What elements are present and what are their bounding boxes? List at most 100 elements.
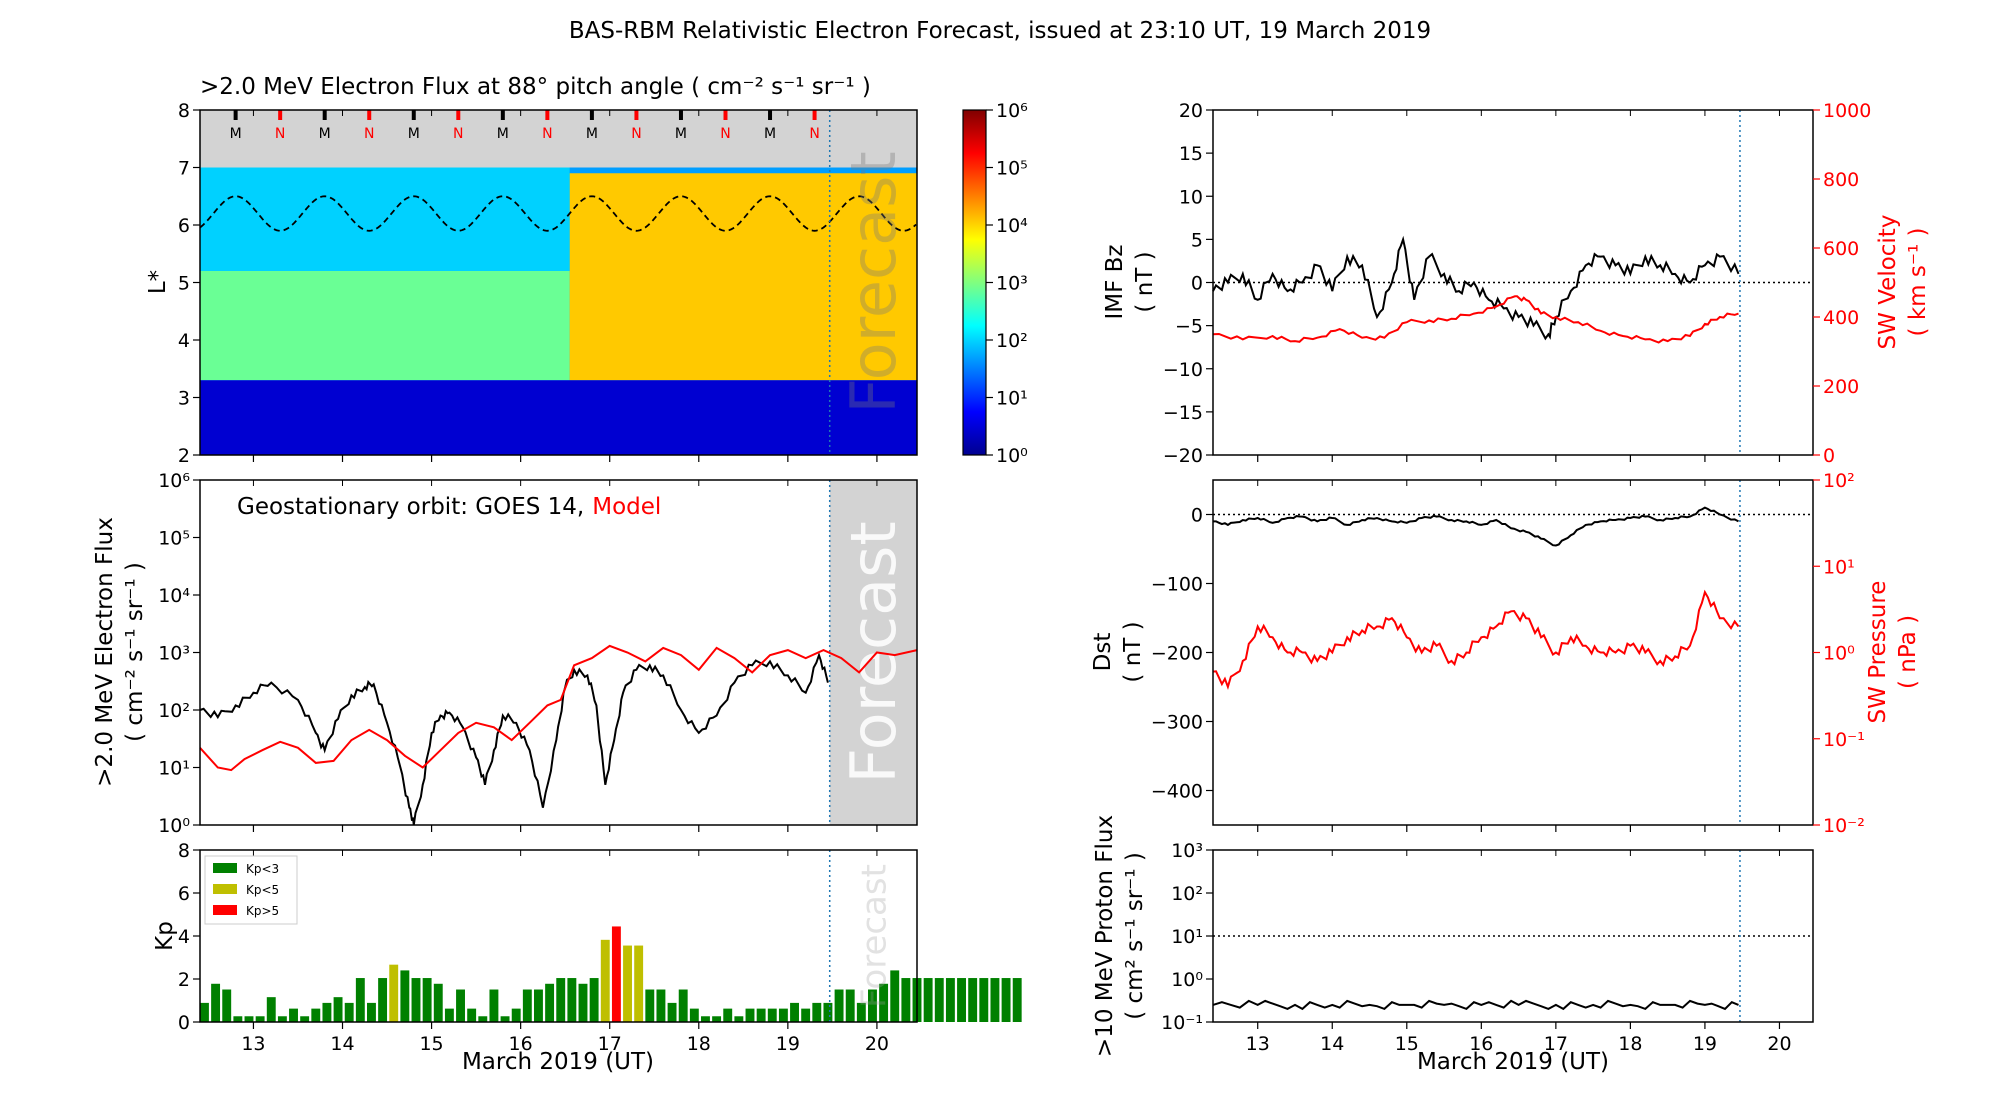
mlt-marker-label: M — [675, 126, 687, 142]
y-tick-label: 10⁶ — [158, 470, 190, 492]
kp-bar — [300, 1016, 310, 1022]
kp-legend-swatch-low — [213, 863, 237, 873]
forecast-label: Forecast — [837, 521, 910, 783]
colorbar-tick-label: 10² — [996, 330, 1028, 352]
kp-bar — [879, 983, 889, 1022]
flux-region-high-L — [200, 167, 570, 271]
y-tick-label: −200 — [1151, 643, 1203, 665]
dst-y-ticks: −400 −300 −200 −100 0 10⁻² 10⁻¹ 10⁰ 10¹ 10² — [1151, 470, 1865, 837]
forecast-label: Forecast — [854, 864, 894, 1008]
kp-bar — [701, 1016, 710, 1022]
y-tick-label: 10² — [158, 700, 190, 722]
geo-frame — [199, 479, 918, 826]
kp-bar — [567, 978, 577, 1022]
dst-series-dst — [1213, 506, 1739, 547]
x-tick-label: 20 — [865, 1033, 889, 1055]
flux-region — [200, 271, 570, 381]
y-tick-label: 0 — [1191, 273, 1203, 295]
colorbar: 10⁰ 10¹ 10² 10³ 10⁴ 10⁵ 10⁶ — [962, 100, 1028, 467]
y-tick-label: 5 — [178, 273, 190, 295]
y-tick-label: −400 — [1151, 781, 1203, 803]
kp-bar — [255, 1016, 265, 1022]
kp-bar — [856, 1002, 866, 1022]
proton-y-label-unit: ( cm² s⁻¹ sr⁻¹ ) — [1122, 852, 1148, 1020]
colorbar-tick-label: 10⁵ — [996, 158, 1028, 180]
imf-y-label-unit: ( nT ) — [1132, 251, 1158, 312]
mlt-marker-label: M — [319, 126, 331, 142]
kp-bar — [790, 1002, 799, 1022]
kp-bar — [578, 983, 588, 1022]
mlt-marker-label: N — [453, 126, 463, 142]
y-tick-label: 8 — [178, 840, 190, 862]
forecast-label: Forecast — [837, 151, 910, 413]
y2-tick-label: 10⁰ — [1823, 643, 1855, 665]
y-tick-label: 10 — [1179, 186, 1203, 208]
y-tick-label: 10⁰ — [158, 815, 190, 837]
geo-annotation: Geostationary orbit: GOES 14, Model — [237, 494, 661, 520]
kp-bar — [934, 978, 944, 1022]
flux-region — [200, 380, 917, 455]
proton-plot-layers — [1212, 850, 1813, 1022]
colorbar-tick-label: 10¹ — [996, 388, 1028, 410]
y-tick-label: 0 — [178, 1012, 190, 1034]
lstar-panel: >2.0 MeV Electron Flux at 88° pitch angl… — [145, 74, 1028, 467]
y-tick-label: 4 — [178, 926, 190, 948]
kp-bar — [957, 978, 966, 1022]
kp-bar — [823, 1002, 833, 1022]
geo-y-label-units: ( cm⁻² s⁻¹ sr⁻¹ ) — [122, 562, 148, 742]
proton-y-ticks: 10⁻¹ 10⁰ 10¹ 10² 10³ — [1161, 840, 1213, 1034]
y2-tick-label: 10⁻² — [1823, 815, 1865, 837]
kp-bar — [745, 1008, 755, 1022]
kp-bar — [812, 1002, 822, 1022]
y-tick-label: −20 — [1163, 445, 1203, 467]
kp-bar — [979, 978, 989, 1022]
y-tick-label: 10³ — [1171, 840, 1203, 862]
kp-y-label: Kp — [152, 921, 178, 951]
geo-orbit-curve — [199, 195, 917, 232]
proton-y-label: >10 MeV Proton Flux — [1092, 815, 1118, 1057]
proton-panel: 10⁻¹ 10⁰ 10¹ 10² 10³ 13 14 15 16 17 18 19 20 >10 Me… — [1092, 815, 1814, 1075]
y-tick-label: −10 — [1163, 359, 1203, 381]
colorbar-tick-label: 10⁶ — [996, 100, 1028, 122]
lstar-heatmap-layers: M N M N M N M N M N M N M N Forecast — [199, 110, 917, 455]
kp-bar — [645, 989, 655, 1022]
y-tick-label: 5 — [1191, 229, 1203, 251]
kp-bar — [311, 1008, 321, 1022]
kp-bar — [968, 978, 978, 1022]
kp-bar — [767, 1008, 777, 1022]
proton-series — [1212, 999, 1739, 1011]
lstar-title: >2.0 MeV Electron Flux at 88° pitch angl… — [200, 74, 871, 100]
colorbar-tick-label: 10³ — [996, 273, 1028, 295]
kp-bar — [545, 983, 555, 1022]
y-tick-label: 10¹ — [158, 758, 190, 780]
y2-tick-label: 800 — [1823, 169, 1859, 191]
kp-legend-label-mid: Kp<5 — [246, 883, 279, 897]
mlt-marker-label: N — [364, 126, 374, 142]
y-tick-label: 10⁵ — [158, 528, 190, 550]
y-tick-label: 4 — [178, 330, 190, 352]
proton-x-ticks: 13 14 15 16 17 18 19 20 — [1246, 1022, 1792, 1055]
kp-bar — [656, 989, 666, 1022]
geo-panel: Forecast Geostationary orbit: GOES 14, Mo… — [92, 470, 918, 837]
mlt-marker-label: N — [720, 126, 730, 142]
kp-bar — [756, 1008, 766, 1022]
y2-tick-label: 200 — [1823, 376, 1859, 398]
y-tick-label: 10⁻¹ — [1161, 1012, 1203, 1034]
kp-bar — [890, 970, 900, 1022]
dst-y2-label: SW Pressure — [1865, 581, 1891, 724]
y-tick-label: 6 — [178, 883, 190, 905]
kp-bar — [344, 1002, 354, 1022]
dst-plot-layers — [1212, 480, 1813, 825]
x-tick-label: 17 — [1544, 1033, 1568, 1055]
mlt-marker-label: M — [497, 126, 509, 142]
kp-bar — [522, 989, 532, 1022]
kp-bar — [222, 989, 232, 1022]
kp-bar — [723, 1008, 733, 1022]
imf-series-bz — [1212, 235, 1740, 341]
kp-bar — [400, 970, 410, 1022]
mlt-marker-label: N — [809, 126, 819, 142]
kp-legend-swatch-high — [213, 905, 237, 915]
colorbar-gradient — [962, 109, 987, 456]
x-tick-label: 15 — [419, 1033, 443, 1055]
